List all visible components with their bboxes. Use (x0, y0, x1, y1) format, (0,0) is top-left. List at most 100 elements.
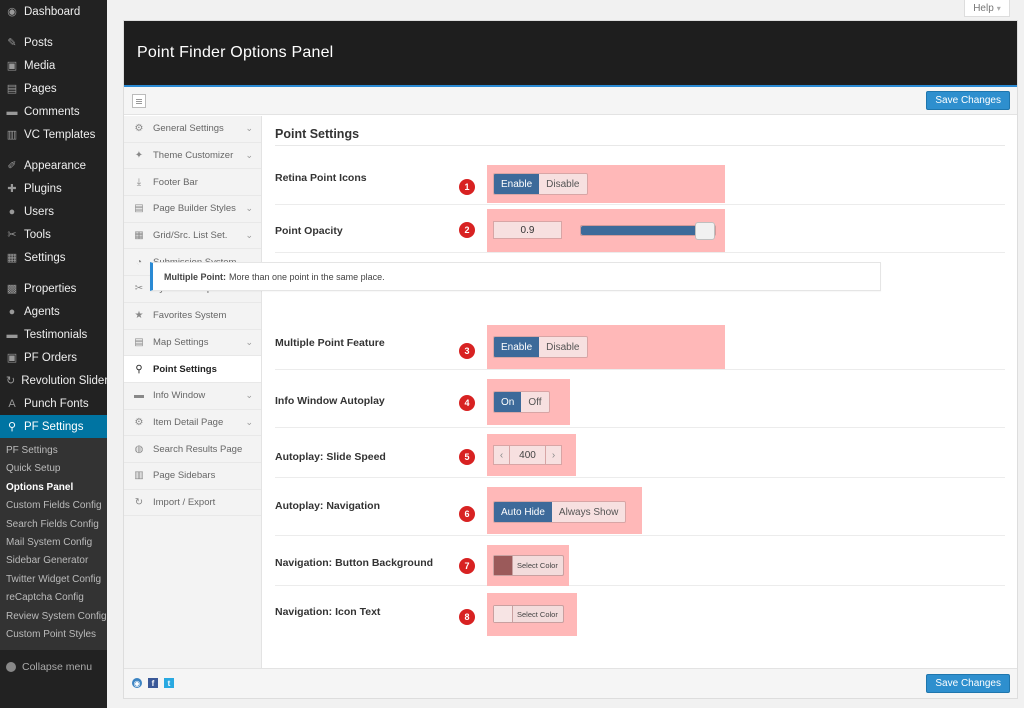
section-nav-footer-bar[interactable]: ⤓ Footer Bar (124, 169, 261, 197)
admin-menu-label: Settings (24, 251, 66, 264)
shield-icon[interactable]: ◉ (132, 678, 142, 688)
increment-button[interactable]: › (551, 449, 556, 461)
section-nav-import-export[interactable]: ↻ Import / Export (124, 490, 261, 517)
section-nav-label: Import / Export (153, 496, 216, 508)
location-pin-icon: ⚲ (7, 421, 17, 433)
download-icon: ⤓ (136, 176, 142, 188)
opacity-slider[interactable] (580, 222, 716, 240)
autoplay-option-on[interactable]: On (494, 392, 522, 412)
admin-menu-users[interactable]: ● Users (0, 200, 107, 223)
decrement-button[interactable]: ‹ (499, 449, 504, 461)
submenu-pf-settings[interactable]: PF Settings (6, 445, 58, 456)
submenu-custom-point-styles[interactable]: Custom Point Styles (6, 628, 97, 640)
opacity-input[interactable]: 0.9 (493, 221, 562, 239)
retina-option-enable[interactable]: Enable (494, 174, 540, 194)
admin-menu-media[interactable]: ▣ Media (0, 54, 107, 77)
sync-icon: ↻ (134, 496, 144, 508)
admin-menu-comments[interactable]: ▬ Comments (0, 100, 107, 123)
submenu-search-fields-config[interactable]: Search Fields Config (6, 518, 99, 530)
section-nav-theme-customizer[interactable]: ✦ Theme Customizer ⌄ (124, 143, 261, 170)
navigation-option-auto-hide[interactable]: Auto Hide (494, 502, 552, 522)
refresh-icon: ↻ (6, 375, 16, 387)
submenu-review-system-config[interactable]: Review System Config (6, 610, 107, 622)
section-nav-label: Favorites System (153, 310, 227, 322)
collapse-menu-button[interactable]: Collapse menu (0, 656, 107, 678)
slider-handle[interactable] (695, 222, 716, 240)
admin-menu-posts[interactable]: ✎ Posts (0, 31, 107, 54)
section-nav-label: Map Settings (153, 336, 209, 348)
section-nav-info-window[interactable]: ▬ Info Window ⌄ (124, 383, 261, 410)
admin-menu-appearance[interactable]: ✐ Appearance (0, 154, 107, 177)
admin-menu-tools[interactable]: ✂ Tools (0, 223, 107, 246)
chevron-down-icon: ▾ (996, 3, 1001, 13)
setting-label: Info Window Autoplay (275, 395, 385, 407)
admin-menu-label: Agents (24, 305, 60, 318)
help-tab[interactable]: Help ▾ (964, 0, 1010, 17)
section-nav-label: Item Detail Page (153, 416, 224, 428)
magic-wand-icon: ✦ (134, 150, 144, 162)
setting-row-multiple: Multiple Point Feature 3 Enable Disable (275, 312, 1005, 370)
setting-label: Autoplay: Slide Speed (275, 451, 386, 463)
admin-menu-label: PF Settings (24, 420, 84, 433)
button-bg-color-picker[interactable]: Select Color (493, 555, 564, 576)
submenu-options-panel[interactable]: Options Panel (6, 481, 74, 493)
submenu-custom-fields-config[interactable]: Custom Fields Config (6, 500, 102, 512)
section-nav-search-results-page[interactable]: ◍ Search Results Page (124, 436, 261, 463)
setting-label: Navigation: Button Background (275, 557, 434, 569)
step-badge: 5 (459, 449, 475, 465)
panel-title: Point Finder Options Panel (137, 44, 334, 61)
section-nav-general-settings[interactable]: ⚙ General Settings ⌄ (124, 116, 261, 143)
facebook-icon[interactable]: f (148, 678, 158, 688)
admin-menu-label: PF Orders (24, 351, 78, 364)
submenu-quick-setup[interactable]: Quick Setup (6, 463, 61, 475)
brush-icon: ✐ (7, 160, 17, 172)
section-nav-favorites-system[interactable]: ★ Favorites System (124, 303, 261, 330)
info-text: More than one point in the same place. (229, 271, 385, 282)
save-changes-button-bottom[interactable]: Save Changes (926, 674, 1010, 693)
section-nav-page-sidebars[interactable]: ▥ Page Sidebars (124, 463, 261, 490)
section-nav-map-settings[interactable]: ▤ Map Settings ⌄ (124, 330, 261, 357)
section-nav-point-settings[interactable]: ⚲ Point Settings (124, 356, 261, 383)
admin-menu-punch-fonts[interactable]: A Punch Fonts (0, 392, 107, 415)
admin-menu-label: Testimonials (24, 328, 88, 341)
admin-menu-settings[interactable]: ▦ Settings (0, 246, 107, 269)
admin-menu-vc-templates[interactable]: ▥ VC Templates (0, 123, 107, 146)
admin-menu-label: Tools (24, 228, 51, 241)
section-nav-page-builder-styles[interactable]: ▤ Page Builder Styles ⌄ (124, 196, 261, 223)
settings-icon: ▦ (6, 252, 18, 264)
section-nav-label: Info Window (153, 390, 206, 402)
setting-label: Point Opacity (275, 225, 343, 237)
map-marker-icon: ⚲ (135, 363, 143, 375)
admin-menu-properties[interactable]: ▩ Properties (0, 277, 107, 300)
slide-speed-value[interactable]: 400 (509, 446, 546, 464)
save-changes-button-top[interactable]: Save Changes (926, 91, 1010, 110)
submenu-recaptcha-config[interactable]: reCaptcha Config (6, 592, 84, 604)
setting-row-opacity: Point Opacity 2 0.9 (275, 205, 1005, 253)
retina-option-disable[interactable]: Disable (539, 174, 587, 194)
multiple-option-enable[interactable]: Enable (494, 337, 540, 357)
navigation-option-always-show[interactable]: Always Show (551, 502, 626, 522)
select-color-label: Select Color (517, 561, 558, 570)
admin-menu-pf-settings[interactable]: ⚲ PF Settings (0, 415, 107, 438)
admin-menu-agents[interactable]: ● Agents (0, 300, 107, 323)
section-nav-grid-src-list-set[interactable]: ▦ Grid/Src. List Set. ⌄ (124, 223, 261, 250)
admin-menu-revolution-slider[interactable]: ↻ Revolution Slider (0, 369, 108, 392)
color-swatch (494, 606, 513, 622)
admin-menu-pf-orders[interactable]: ▣ PF Orders (0, 346, 107, 369)
autoplay-option-off[interactable]: Off (521, 392, 549, 412)
submenu-sidebar-generator[interactable]: Sidebar Generator (6, 555, 89, 567)
pin-icon: ✎ (7, 37, 17, 49)
multiple-option-disable[interactable]: Disable (539, 337, 587, 357)
media-icon: ▣ (6, 60, 18, 72)
setting-label: Multiple Point Feature (275, 337, 385, 349)
admin-menu-testimonials[interactable]: ▬ Testimonials (0, 323, 107, 346)
expand-options-icon[interactable] (132, 94, 146, 108)
icon-text-color-picker[interactable]: Select Color (493, 605, 564, 623)
admin-menu-pages[interactable]: ▤ Pages (0, 77, 107, 100)
submenu-mail-system-config[interactable]: Mail System Config (6, 536, 93, 548)
twitter-icon[interactable]: t (164, 678, 174, 688)
section-nav-item-detail-page[interactable]: ⚙ Item Detail Page ⌄ (124, 410, 261, 437)
admin-menu-plugins[interactable]: ✚ Plugins (0, 177, 107, 200)
submenu-twitter-widget-config[interactable]: Twitter Widget Config (6, 573, 102, 585)
admin-menu-dashboard[interactable]: ◉ Dashboard (0, 0, 107, 23)
